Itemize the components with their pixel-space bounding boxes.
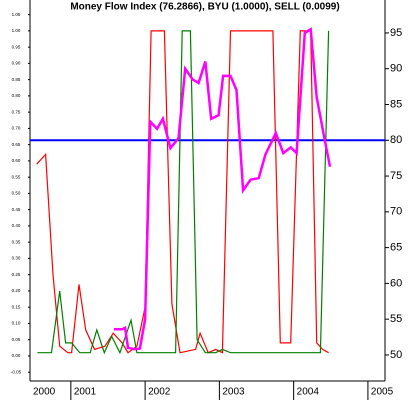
y2-tick-label: 85 xyxy=(390,98,402,110)
y-tick-label: 0.30 xyxy=(12,256,21,261)
series-line xyxy=(37,30,330,355)
y-tick-label: 0.55 xyxy=(12,174,21,179)
series-line xyxy=(113,27,332,351)
y2-tick-label: 65 xyxy=(390,242,402,254)
y-tick-label: 0.35 xyxy=(12,239,21,244)
x-tick-label: 2000 xyxy=(33,387,56,398)
y2-tick-label: 95 xyxy=(390,27,402,39)
x-tick-label: 2004 xyxy=(297,387,320,398)
y-tick-label: 0.20 xyxy=(12,288,21,293)
y-tick-label: 0.50 xyxy=(12,191,21,196)
y-tick-label: 0.85 xyxy=(12,77,21,82)
x-tick-label: 2003 xyxy=(222,387,245,398)
y2-tick-label: 60 xyxy=(390,277,402,289)
y-tick-label: 0.65 xyxy=(12,142,21,147)
y-tick-label: 0.75 xyxy=(12,109,21,114)
y2-tick-label: 90 xyxy=(390,63,402,75)
y2-tick-label: 50 xyxy=(390,349,402,361)
y-tick-label: 0.80 xyxy=(12,93,21,98)
y2-tick-label: 80 xyxy=(390,134,402,146)
y-tick-label: 0.95 xyxy=(12,44,21,49)
y2-tick-label: 70 xyxy=(390,206,402,218)
y2-tick-label: 75 xyxy=(390,170,402,182)
y-tick-label: 0.05 xyxy=(12,337,21,342)
y-tick-label: 0.00 xyxy=(12,353,21,358)
y-tick-label: 0.60 xyxy=(12,158,21,163)
x-tick-label: 2002 xyxy=(148,387,171,398)
y-tick-label: 0.70 xyxy=(12,126,21,131)
y-tick-label: 0.10 xyxy=(12,321,21,326)
y-tick-label: 0.45 xyxy=(12,207,21,212)
y2-tick-label: 55 xyxy=(390,313,402,325)
series-line xyxy=(36,30,329,354)
y-tick-label: 1.00 xyxy=(12,28,21,33)
y-tick-label: 0.40 xyxy=(12,223,21,228)
y-tick-label: 0.15 xyxy=(12,304,21,309)
x-tick-label: 2005 xyxy=(371,387,394,398)
y-tick-label: 0.90 xyxy=(12,61,21,66)
chart-title: Money Flow Index (76.2866), BYU (1.0000)… xyxy=(70,2,339,13)
y-tick-label: -0.05 xyxy=(11,369,22,374)
y-tick-label: 1.05 xyxy=(12,12,21,17)
x-tick-label: 2001 xyxy=(74,387,97,398)
y-tick-label: 0.25 xyxy=(12,272,21,277)
